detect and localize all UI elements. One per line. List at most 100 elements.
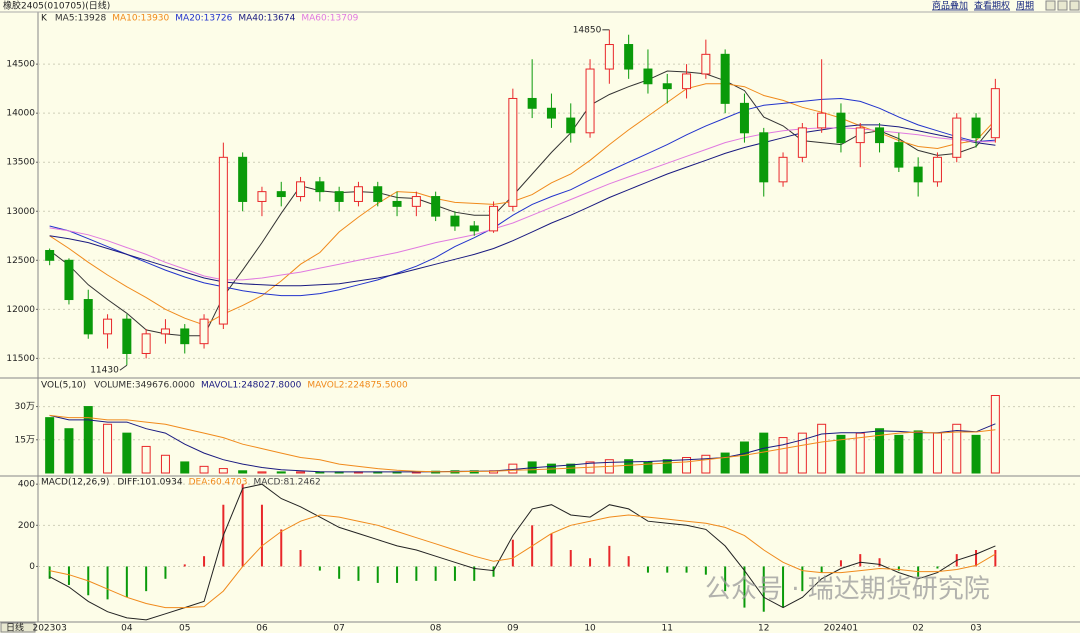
volume-bar <box>952 423 962 474</box>
candle-body <box>334 191 344 202</box>
x-tick-label: 07 <box>333 624 344 633</box>
volume-bar <box>855 432 865 474</box>
candle-body <box>701 53 711 75</box>
candle-body <box>566 117 576 134</box>
x-tick-label: 10 <box>584 624 596 633</box>
candle-body <box>450 215 460 227</box>
overlay-button[interactable]: 商品叠加 <box>932 0 968 12</box>
period-tab[interactable] <box>0 622 36 633</box>
candle-body <box>585 68 595 134</box>
y-tick-label: 400 <box>18 480 35 490</box>
volume-bar <box>122 432 132 474</box>
candle-body <box>682 73 692 90</box>
volume-bar <box>875 428 885 474</box>
candle-body <box>662 83 672 90</box>
x-tick-label: 09 <box>507 624 519 633</box>
period-button[interactable]: 周期 <box>1016 1 1034 12</box>
candle-body <box>392 200 402 207</box>
volume-bar <box>739 441 749 474</box>
volume-bar <box>508 463 518 474</box>
low-annotation: 11430 <box>90 366 119 376</box>
candle-body <box>875 127 885 144</box>
candle-body <box>257 191 267 202</box>
candle-body <box>797 127 807 158</box>
legend-label: VOL(5,10) <box>41 381 86 391</box>
volume-bar <box>103 423 113 474</box>
indicator-line <box>49 97 996 297</box>
option-button[interactable]: 查看期权 <box>974 0 1010 12</box>
indicator-line <box>49 483 996 621</box>
y-tick-label: 30万 <box>15 402 35 412</box>
candle-body <box>353 186 363 202</box>
volume-bar <box>817 423 827 474</box>
volume-bar <box>701 454 711 474</box>
watermark: 公众号 · 瑞达期货研究院 <box>705 575 990 605</box>
candle-body <box>122 318 132 354</box>
candle-body <box>64 259 74 301</box>
candle-body <box>546 107 556 119</box>
candle-body <box>604 44 614 70</box>
legend-entry: DEA:60.4703 <box>189 478 248 488</box>
candle-body <box>411 196 421 207</box>
volume-bar <box>720 452 730 474</box>
volume-bar <box>83 406 93 474</box>
legend-label: K <box>41 14 48 24</box>
legend-entry: MA10:13930 <box>112 14 169 24</box>
candle-body <box>431 196 441 217</box>
volume-bar <box>199 465 209 474</box>
volume-bar <box>682 457 692 474</box>
page-title: 橡胶2405(010705)(日线) <box>3 0 110 12</box>
volume-bar <box>990 395 1000 474</box>
legend-entry: MA5:13928 <box>55 14 107 24</box>
high-annotation: 14850 <box>573 25 602 35</box>
candle-body <box>141 333 151 354</box>
candle-body <box>45 249 55 261</box>
y-tick-label: 13500 <box>6 158 35 168</box>
x-tick-label: 02 <box>912 624 923 633</box>
volume-bar <box>797 432 807 474</box>
y-tick-label: 14000 <box>6 109 35 119</box>
legend-label: MACD(12,26,9) <box>41 478 109 488</box>
indicator-line <box>49 414 996 473</box>
volume-bar <box>932 432 942 474</box>
candle-body <box>373 186 383 202</box>
x-tick-label: 05 <box>179 624 190 633</box>
candle-body <box>103 318 113 335</box>
candle-body <box>817 112 827 129</box>
candle-body <box>199 318 209 345</box>
icon[interactable] <box>1057 0 1068 11</box>
candle-body <box>720 53 730 104</box>
candle-body <box>759 132 769 183</box>
volume-bar <box>141 445 151 474</box>
volume-bar <box>894 434 904 474</box>
icon[interactable] <box>1069 0 1080 11</box>
y-tick-label: 12000 <box>6 305 35 315</box>
volume-bar <box>257 471 267 474</box>
x-tick-label: 202401 <box>824 624 858 633</box>
y-tick-label: 11500 <box>6 354 35 364</box>
candle-body <box>315 181 325 193</box>
indicator-line <box>49 514 996 609</box>
candle-body <box>276 191 286 198</box>
candle-body <box>855 127 865 144</box>
candle-body <box>624 44 634 70</box>
volume-bar <box>624 459 634 474</box>
y-tick-label: 15万 <box>15 435 35 445</box>
legend-entry: MAVOL2:224875.5000 <box>307 381 408 391</box>
volume-bar <box>276 471 286 474</box>
candle-body <box>990 88 1000 139</box>
volume-bar <box>180 461 190 474</box>
volume-bar <box>971 434 981 474</box>
icon[interactable] <box>1045 0 1056 11</box>
legend-entry: MA20:13726 <box>175 14 232 24</box>
candle-body <box>489 205 499 232</box>
annotation-pointer <box>119 364 128 371</box>
legend-entry: MAVOL1:248027.8000 <box>201 381 302 391</box>
candle-body <box>952 117 962 158</box>
volume-bar <box>759 432 769 474</box>
candle-body <box>296 181 306 198</box>
x-tick-label: 11 <box>662 624 673 633</box>
candle-body <box>469 225 479 232</box>
